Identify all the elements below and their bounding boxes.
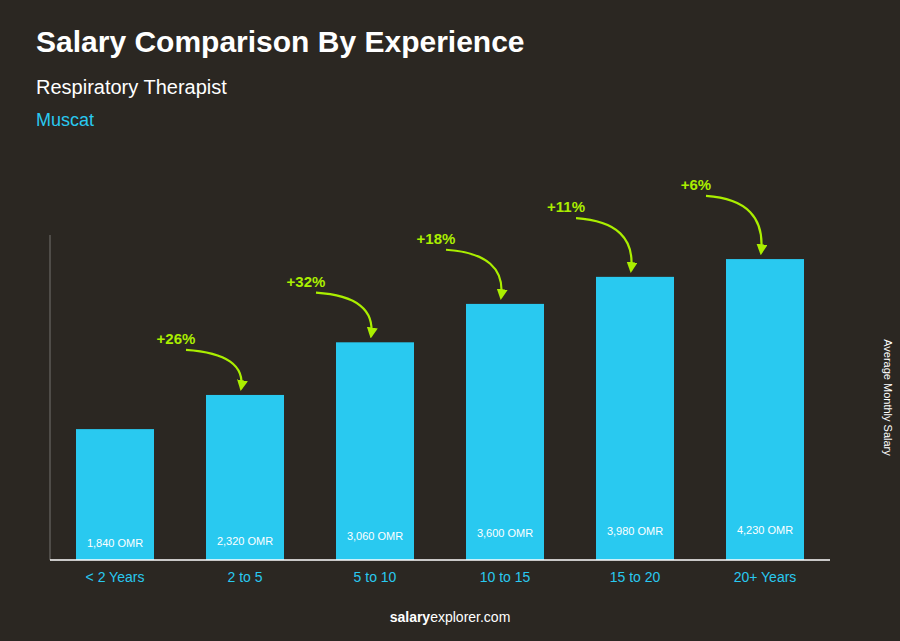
annotation: +18% [417, 230, 456, 247]
x-tick-label: 10 to 15 [480, 569, 531, 585]
arrow [446, 250, 502, 298]
chart: Salary Comparison By Experience Respirato… [0, 0, 900, 641]
annotation: +32% [287, 273, 326, 290]
arrow [706, 196, 762, 253]
bars [76, 259, 804, 560]
annotation: +11% [547, 198, 585, 215]
x-tick-label: 2 to 5 [227, 569, 262, 585]
y-axis-line [50, 235, 51, 560]
x-tick-label: 20+ Years [734, 569, 797, 585]
data-label: 4,230 OMR [737, 524, 793, 536]
arrow [186, 350, 242, 389]
data-label: 3,060 OMR [347, 530, 403, 542]
bar [206, 395, 284, 560]
annotation: +26% [157, 330, 196, 347]
x-tick-label: < 2 Years [86, 569, 145, 585]
data-label: 3,600 OMR [477, 527, 533, 539]
subtitle: Respiratory Therapist [36, 76, 227, 98]
watermark: salaryexplorer.com [390, 609, 511, 625]
bar [336, 342, 414, 560]
watermark-bold: salary [390, 609, 431, 625]
x-axis-line [50, 559, 830, 561]
bar [76, 429, 154, 560]
bar [596, 277, 674, 560]
bar [466, 304, 544, 560]
watermark-normal: explorer.com [430, 609, 510, 625]
data-label: 3,980 OMR [607, 525, 663, 537]
background [0, 0, 900, 641]
data-label: 2,320 OMR [217, 535, 273, 547]
chart-container: Salary Comparison By Experience Respirato… [0, 0, 900, 641]
annotation: +6% [681, 176, 711, 193]
x-tick-label: 15 to 20 [610, 569, 661, 585]
y-axis-label: Average Monthly Salary [882, 339, 894, 456]
title: Salary Comparison By Experience [36, 25, 525, 58]
arrow [316, 293, 372, 337]
bar [726, 259, 804, 560]
arrow [576, 218, 632, 271]
city: Muscat [36, 110, 94, 130]
data-label: 1,840 OMR [87, 537, 143, 549]
x-tick-label: 5 to 10 [354, 569, 397, 585]
